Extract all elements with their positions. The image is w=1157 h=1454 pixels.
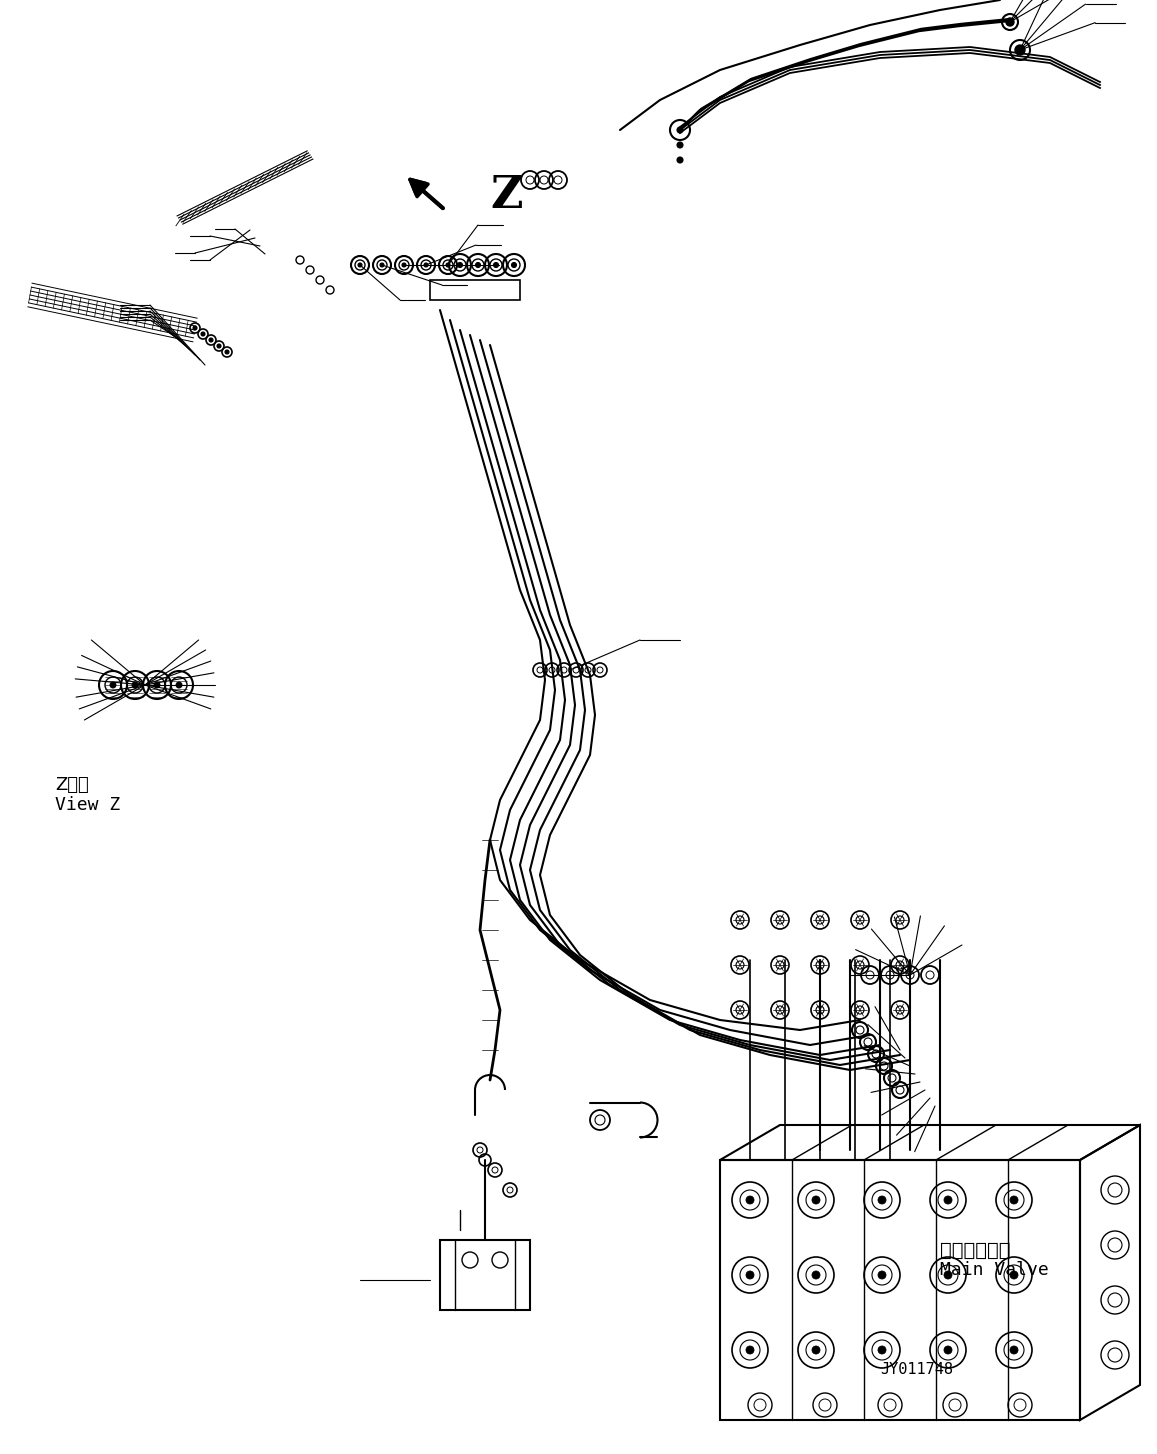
Text: メインバルブ: メインバルブ — [939, 1240, 1010, 1259]
Text: Z　視: Z 視 — [56, 776, 89, 794]
Circle shape — [944, 1197, 952, 1204]
Circle shape — [878, 1346, 886, 1354]
Circle shape — [511, 263, 516, 268]
Circle shape — [1015, 45, 1025, 55]
Circle shape — [878, 1271, 886, 1280]
Circle shape — [677, 126, 683, 132]
Circle shape — [476, 263, 480, 268]
Circle shape — [677, 157, 683, 163]
Circle shape — [878, 1197, 886, 1204]
Circle shape — [110, 682, 116, 688]
Circle shape — [494, 263, 499, 268]
Text: View Z: View Z — [56, 795, 120, 814]
Circle shape — [358, 263, 362, 268]
Circle shape — [1005, 17, 1014, 26]
Circle shape — [201, 332, 205, 336]
Circle shape — [812, 1197, 820, 1204]
Circle shape — [154, 682, 160, 688]
Circle shape — [746, 1346, 754, 1354]
Circle shape — [944, 1271, 952, 1280]
Circle shape — [379, 263, 384, 268]
Circle shape — [132, 682, 138, 688]
Circle shape — [193, 326, 197, 330]
Circle shape — [218, 345, 221, 348]
Circle shape — [812, 1271, 820, 1280]
Circle shape — [176, 682, 182, 688]
Circle shape — [944, 1346, 952, 1354]
Circle shape — [1010, 1346, 1018, 1354]
Circle shape — [1010, 1271, 1018, 1280]
Text: Main Valve: Main Valve — [939, 1261, 1048, 1280]
Circle shape — [423, 263, 428, 268]
Circle shape — [812, 1346, 820, 1354]
Circle shape — [457, 263, 463, 268]
Circle shape — [209, 337, 213, 342]
Circle shape — [1010, 1197, 1018, 1204]
Text: Z: Z — [491, 173, 523, 217]
Text: JY011748: JY011748 — [880, 1362, 953, 1377]
Circle shape — [401, 263, 406, 268]
Circle shape — [445, 263, 450, 268]
Circle shape — [746, 1271, 754, 1280]
Circle shape — [746, 1197, 754, 1204]
Circle shape — [677, 142, 683, 148]
Circle shape — [224, 350, 229, 353]
